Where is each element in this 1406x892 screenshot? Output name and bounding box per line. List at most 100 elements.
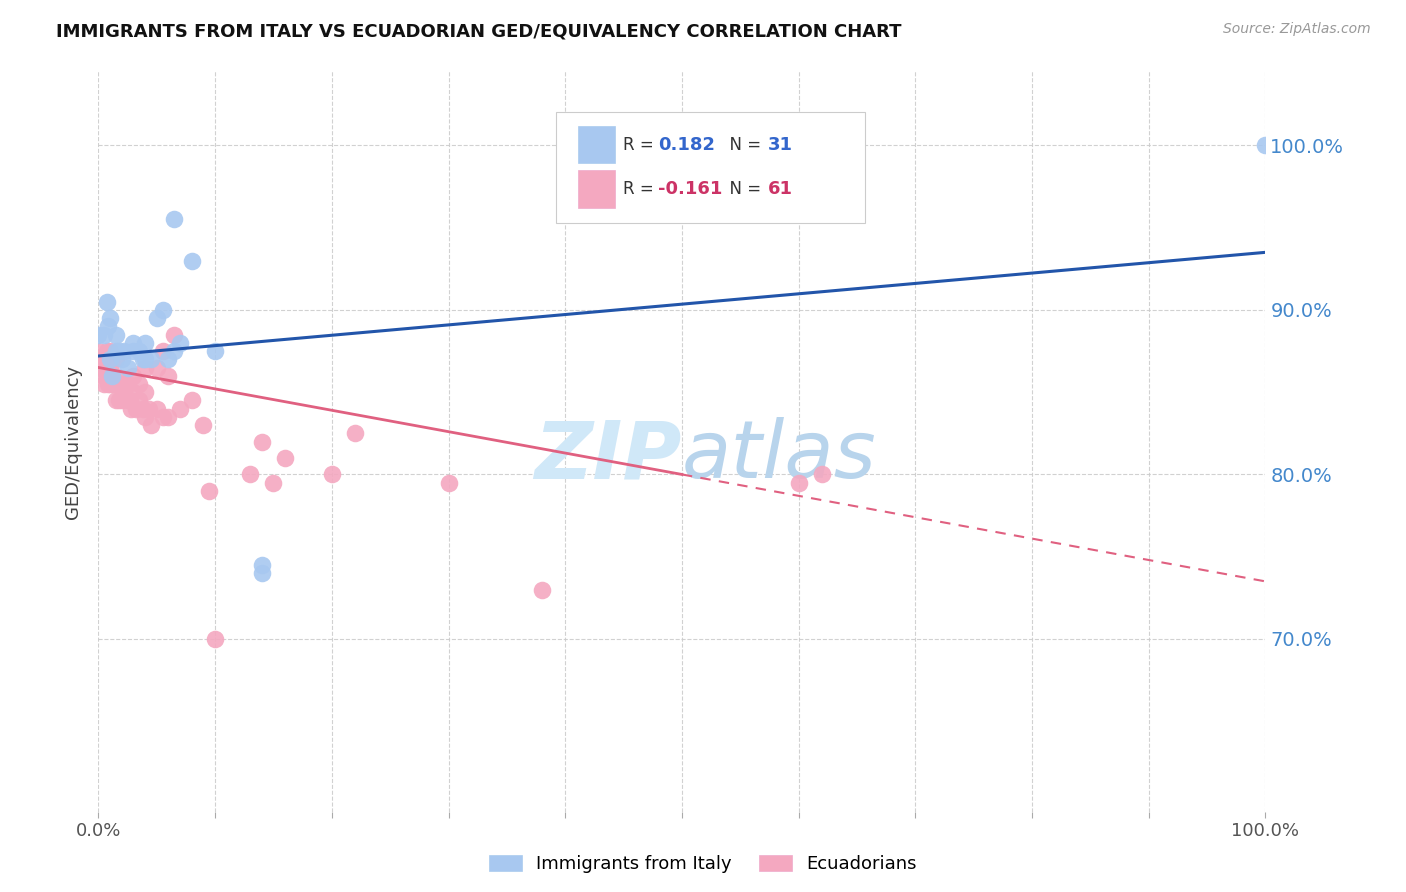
- Text: N =: N =: [718, 180, 766, 198]
- Point: [98, 352, 121, 367]
- Point: [157, 368, 180, 383]
- Point: [93, 368, 115, 383]
- Point: [117, 360, 139, 375]
- Text: -0.161: -0.161: [658, 180, 723, 198]
- Point: [139, 352, 162, 367]
- Point: [112, 376, 135, 391]
- Text: R =: R =: [623, 180, 659, 198]
- Point: [93, 327, 115, 342]
- Text: 61: 61: [768, 180, 793, 198]
- Point: [104, 344, 127, 359]
- Point: [104, 393, 127, 408]
- Point: [250, 558, 273, 572]
- Point: [250, 434, 273, 449]
- Point: [146, 360, 169, 375]
- Point: [138, 401, 160, 416]
- Point: [134, 352, 156, 367]
- Point: [132, 352, 155, 367]
- Point: [204, 632, 226, 646]
- Point: [152, 344, 174, 359]
- Point: [87, 352, 110, 367]
- Point: [146, 311, 169, 326]
- Point: [125, 401, 148, 416]
- Point: [146, 401, 169, 416]
- Point: [274, 450, 297, 465]
- Point: [169, 401, 191, 416]
- Text: atlas: atlas: [682, 417, 877, 495]
- Point: [104, 327, 127, 342]
- Point: [118, 393, 141, 408]
- Point: [112, 344, 135, 359]
- Point: [152, 409, 174, 424]
- Point: [98, 360, 121, 375]
- Text: R =: R =: [623, 136, 659, 153]
- Point: [180, 393, 202, 408]
- Point: [1254, 138, 1277, 153]
- Point: [811, 467, 834, 482]
- Point: [152, 302, 174, 317]
- Point: [96, 344, 118, 359]
- Point: [104, 368, 127, 383]
- Point: [87, 344, 110, 359]
- Point: [93, 376, 115, 391]
- Text: 0.182: 0.182: [658, 136, 716, 153]
- Point: [163, 212, 186, 227]
- Point: [169, 335, 191, 350]
- Point: [108, 344, 131, 359]
- Point: [239, 467, 262, 482]
- Point: [98, 376, 121, 391]
- Point: [198, 483, 221, 498]
- Point: [98, 311, 121, 326]
- Point: [111, 393, 134, 408]
- Point: [104, 376, 127, 391]
- Point: [262, 475, 284, 490]
- Point: [90, 352, 112, 367]
- Point: [101, 368, 124, 383]
- Point: [134, 409, 156, 424]
- Point: [132, 401, 155, 416]
- Point: [97, 376, 120, 391]
- Point: [98, 344, 121, 359]
- Point: [787, 475, 810, 490]
- Text: ZIP: ZIP: [534, 417, 682, 495]
- Point: [117, 376, 139, 391]
- Point: [111, 352, 134, 367]
- Point: [96, 368, 118, 383]
- Text: Source: ZipAtlas.com: Source: ZipAtlas.com: [1223, 22, 1371, 37]
- Point: [134, 335, 156, 350]
- Point: [108, 393, 131, 408]
- Point: [437, 475, 460, 490]
- Point: [122, 385, 145, 400]
- Point: [134, 385, 156, 400]
- Point: [101, 368, 124, 383]
- Point: [87, 327, 110, 342]
- Point: [111, 376, 134, 391]
- Point: [139, 418, 162, 433]
- Point: [157, 352, 180, 367]
- Point: [193, 418, 215, 433]
- Text: N =: N =: [718, 136, 766, 153]
- Text: 31: 31: [768, 136, 793, 153]
- Point: [530, 582, 553, 597]
- Point: [122, 335, 145, 350]
- Point: [204, 344, 226, 359]
- Point: [163, 327, 186, 342]
- Point: [101, 352, 124, 367]
- Point: [122, 368, 145, 383]
- Text: IMMIGRANTS FROM ITALY VS ECUADORIAN GED/EQUIVALENCY CORRELATION CHART: IMMIGRANTS FROM ITALY VS ECUADORIAN GED/…: [56, 22, 901, 40]
- Point: [104, 352, 127, 367]
- Point: [120, 401, 142, 416]
- Point: [128, 376, 150, 391]
- Point: [163, 344, 186, 359]
- Point: [321, 467, 343, 482]
- Point: [97, 319, 120, 334]
- Point: [250, 566, 273, 581]
- Legend: Immigrants from Italy, Ecuadorians: Immigrants from Italy, Ecuadorians: [484, 849, 922, 879]
- Point: [128, 393, 150, 408]
- Point: [96, 294, 118, 309]
- Point: [134, 360, 156, 375]
- Point: [128, 344, 150, 359]
- Point: [157, 409, 180, 424]
- Point: [93, 360, 115, 375]
- Point: [180, 253, 202, 268]
